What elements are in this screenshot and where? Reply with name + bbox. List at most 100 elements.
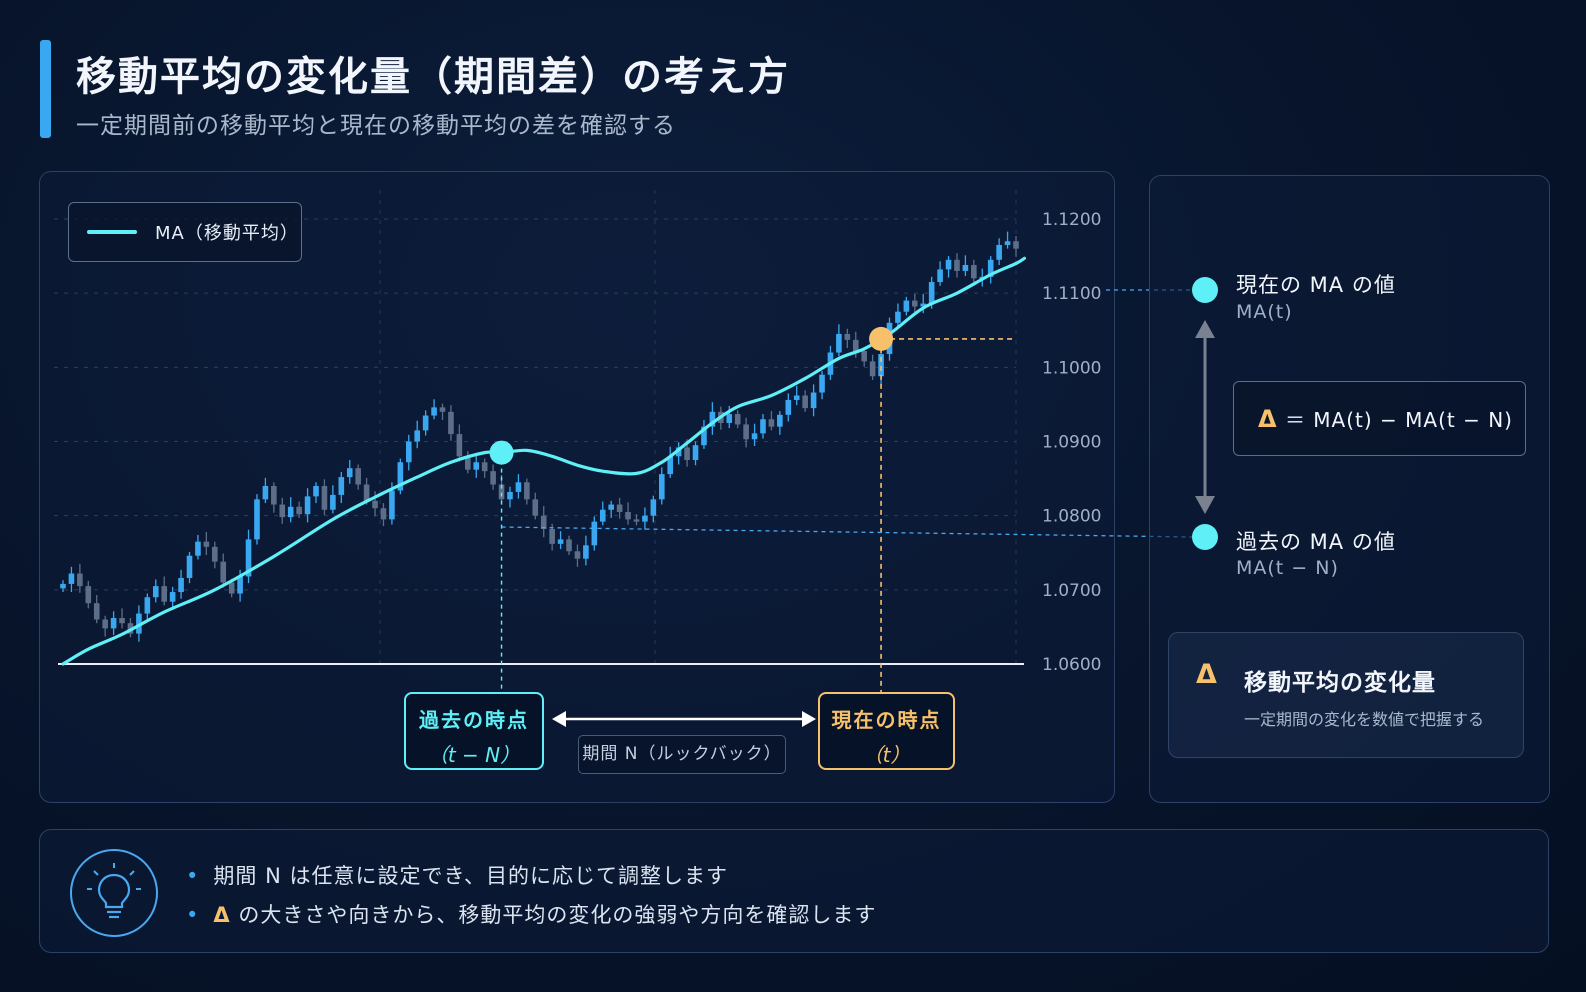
candle-body: [650, 499, 657, 516]
candle-body: [852, 339, 859, 352]
tip-item-1: • 期間 N は任意に設定でき、目的に応じて調整します: [186, 864, 728, 888]
title-accent-bar: [40, 40, 51, 138]
candle-body: [228, 582, 235, 594]
candle-body: [372, 500, 378, 509]
summary-desc: 一定期間の変化を数値で把握する: [1244, 710, 1485, 729]
candle-body: [389, 490, 395, 520]
candle-body: [793, 395, 800, 400]
candle-body: [355, 468, 361, 485]
tips-panel: [39, 829, 1549, 953]
candle-body: [768, 419, 775, 427]
candle-body: [254, 499, 260, 540]
current-ma-dot: [1192, 277, 1218, 303]
candle-body: [186, 555, 193, 578]
candle-body: [878, 353, 884, 377]
candle-body: [566, 539, 572, 552]
candle-body: [684, 447, 690, 461]
candle-body: [532, 499, 539, 516]
candle-body: [448, 411, 454, 435]
candle-body: [785, 399, 792, 415]
candle-body: [296, 506, 302, 515]
past-point-label: 過去の時点 （t − N）: [404, 692, 544, 770]
candle-body: [760, 419, 766, 434]
candle-body: [195, 541, 201, 556]
candle-body: [895, 311, 901, 323]
candle-body: [68, 573, 75, 584]
candle-body: [861, 351, 867, 362]
candle-body: [675, 447, 682, 457]
candle-body: [658, 474, 665, 500]
candle-body: [869, 361, 876, 377]
y-tick-label: 1.0700: [1042, 581, 1101, 601]
past-ma-dot: [1192, 524, 1218, 550]
formula-expression: ＝ MA(t) − MA(t − N): [1284, 408, 1513, 432]
candle-body: [262, 486, 269, 500]
candle-body: [726, 414, 733, 423]
candle-body: [911, 300, 918, 307]
candle-body: [422, 415, 429, 431]
candle-body: [304, 496, 311, 515]
candle-body: [633, 519, 640, 522]
candle-body: [954, 259, 960, 271]
y-tick-label: 1.1200: [1042, 210, 1101, 230]
candle-body: [819, 374, 825, 393]
candle-body: [363, 484, 370, 501]
summary-title: 移動平均の変化量: [1244, 670, 1436, 696]
candle-body: [844, 333, 851, 340]
candle-body: [271, 486, 277, 505]
ma-line: [61, 256, 1027, 666]
past-connector-line: [501, 526, 1193, 538]
delta-symbol: Δ: [1258, 405, 1278, 433]
candle-body: [583, 545, 589, 559]
candle-body: [987, 259, 994, 277]
candle-body: [777, 414, 783, 427]
period-label: 期間 N（ルックバック）: [578, 735, 786, 774]
period-arrow-head-left: [552, 711, 566, 727]
candle-body: [996, 244, 1002, 260]
candle-body: [338, 477, 345, 495]
candle-body: [77, 573, 83, 587]
candle-body: [937, 269, 943, 283]
candle-body: [557, 539, 564, 544]
candle-body: [524, 482, 530, 500]
candle-body: [60, 583, 66, 589]
candle-body: [810, 392, 817, 409]
candle-body: [599, 509, 606, 522]
candle-body: [507, 491, 513, 500]
past-point-title: 過去の時点: [419, 708, 529, 732]
candle-body: [313, 486, 319, 497]
candle-body: [456, 434, 463, 457]
candle-body: [144, 597, 151, 614]
summary-card: Δ 移動平均の変化量 一定期間の変化を数値で把握する: [1168, 632, 1524, 758]
candle-body: [136, 613, 142, 634]
candle-body: [279, 504, 286, 518]
current-point-title: 現在の時点: [831, 708, 942, 732]
candle-body: [540, 515, 547, 530]
candle-body: [119, 618, 125, 624]
candle-body: [490, 471, 496, 485]
summary-delta-icon: Δ: [1196, 659, 1217, 690]
candle-body: [549, 529, 555, 544]
current-ma-sub: MA(t): [1236, 301, 1293, 323]
candle-body: [962, 264, 969, 271]
candle-body: [692, 445, 699, 461]
candle-body: [928, 282, 935, 304]
y-tick-label: 1.1100: [1042, 284, 1101, 304]
candle-body: [346, 468, 353, 478]
candle-body: [625, 511, 631, 520]
candle-body: [152, 586, 159, 598]
candle-body: [321, 486, 328, 510]
candle-body: [405, 441, 412, 463]
current-point-label: 現在の時点 （t）: [818, 692, 955, 770]
candle-body: [642, 515, 648, 522]
candle-body: [701, 426, 707, 446]
candle-body: [515, 482, 522, 492]
formula-box: Δ ＝ MA(t) − MA(t − N): [1233, 381, 1526, 456]
past-ma-sub: MA(t − N): [1236, 557, 1339, 579]
legend-ma-label: MA（移動平均）: [155, 223, 299, 244]
candle-body: [802, 395, 808, 409]
y-tick-label: 1.0600: [1042, 655, 1101, 675]
candle-body: [903, 300, 910, 312]
candle-body: [439, 407, 446, 412]
